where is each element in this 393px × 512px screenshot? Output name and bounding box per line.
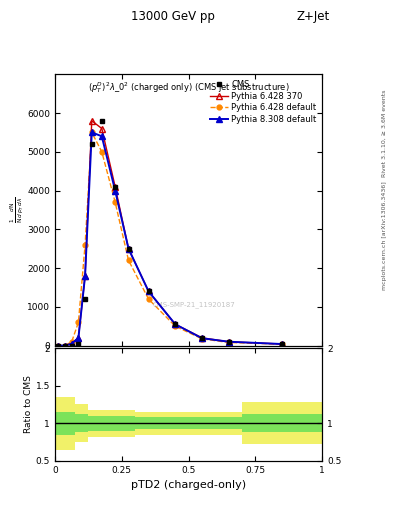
CMS: [56, 343, 61, 349]
Pythia 6.428 370: [280, 341, 285, 347]
Pythia 8.308 default: [70, 340, 74, 347]
Pythia 6.428 370: [56, 343, 61, 349]
Pythia 6.428 default: [70, 338, 74, 345]
Pythia 6.428 default: [173, 323, 178, 329]
Pythia 8.308 default: [226, 338, 231, 345]
Text: Rivet 3.1.10, ≥ 3.6M events: Rivet 3.1.10, ≥ 3.6M events: [382, 90, 387, 177]
CMS: [126, 246, 131, 252]
Pythia 6.428 370: [146, 288, 151, 294]
Pythia 6.428 370: [113, 184, 118, 190]
Pythia 6.428 370: [173, 321, 178, 327]
Text: 13000 GeV pp: 13000 GeV pp: [131, 10, 215, 23]
Pythia 6.428 default: [146, 296, 151, 302]
Pythia 8.308 default: [90, 130, 94, 136]
Pythia 6.428 default: [200, 336, 204, 342]
CMS: [76, 340, 81, 347]
CMS: [146, 288, 151, 294]
Pythia 8.308 default: [173, 321, 178, 327]
Y-axis label: Ratio to CMS: Ratio to CMS: [24, 375, 33, 434]
Pythia 6.428 370: [126, 246, 131, 252]
Pythia 6.428 default: [90, 130, 94, 136]
Text: Z+Jet: Z+Jet: [297, 10, 330, 23]
CMS: [99, 118, 104, 124]
Y-axis label: $\frac{1}{\mathrm{N}}\frac{d\mathrm{N}}{d\,p_T\,d\lambda}$: $\frac{1}{\mathrm{N}}\frac{d\mathrm{N}}{…: [9, 197, 26, 223]
Pythia 8.308 default: [146, 288, 151, 294]
Pythia 6.428 default: [83, 242, 88, 248]
Line: Pythia 6.428 370: Pythia 6.428 370: [55, 118, 285, 348]
Legend: CMS, Pythia 6.428 370, Pythia 6.428 default, Pythia 8.308 default: CMS, Pythia 6.428 370, Pythia 6.428 defa…: [206, 77, 320, 127]
Pythia 8.308 default: [99, 133, 104, 139]
Pythia 6.428 default: [280, 341, 285, 347]
CMS: [226, 338, 231, 345]
Text: mcplots.cern.ch [arXiv:1306.3436]: mcplots.cern.ch [arXiv:1306.3436]: [382, 181, 387, 290]
Pythia 8.308 default: [76, 335, 81, 341]
Pythia 8.308 default: [280, 341, 285, 347]
CMS: [113, 184, 118, 190]
CMS: [173, 321, 178, 327]
Pythia 8.308 default: [63, 343, 68, 349]
Pythia 6.428 default: [56, 343, 61, 349]
Pythia 6.428 370: [99, 125, 104, 132]
Pythia 6.428 default: [76, 319, 81, 326]
Pythia 6.428 370: [63, 343, 68, 349]
CMS: [83, 296, 88, 302]
Pythia 6.428 370: [83, 273, 88, 279]
Pythia 8.308 default: [113, 187, 118, 194]
Pythia 6.428 default: [126, 257, 131, 263]
Pythia 8.308 default: [83, 273, 88, 279]
Pythia 6.428 default: [99, 148, 104, 155]
Pythia 8.308 default: [56, 343, 61, 349]
Pythia 6.428 370: [200, 335, 204, 341]
Pythia 6.428 default: [226, 339, 231, 346]
CMS: [90, 141, 94, 147]
CMS: [200, 335, 204, 341]
X-axis label: pTD2 (charged-only): pTD2 (charged-only): [131, 480, 246, 490]
Pythia 6.428 default: [113, 199, 118, 205]
Pythia 6.428 370: [76, 335, 81, 341]
Text: CMS-SMP-21_11920187: CMS-SMP-21_11920187: [152, 302, 235, 308]
Pythia 6.428 370: [70, 340, 74, 347]
Line: Pythia 8.308 default: Pythia 8.308 default: [55, 129, 285, 349]
Line: CMS: CMS: [56, 118, 285, 348]
Pythia 8.308 default: [200, 335, 204, 342]
Pythia 6.428 370: [90, 118, 94, 124]
Pythia 8.308 default: [126, 246, 131, 252]
Line: Pythia 6.428 default: Pythia 6.428 default: [56, 130, 285, 348]
Pythia 6.428 370: [226, 338, 231, 345]
Text: $(p_T^D)^2\lambda\_0^2$ (charged only) (CMS jet substructure): $(p_T^D)^2\lambda\_0^2$ (charged only) (…: [88, 80, 290, 95]
Pythia 6.428 default: [63, 343, 68, 349]
CMS: [63, 343, 68, 349]
CMS: [70, 343, 74, 349]
CMS: [280, 341, 285, 347]
